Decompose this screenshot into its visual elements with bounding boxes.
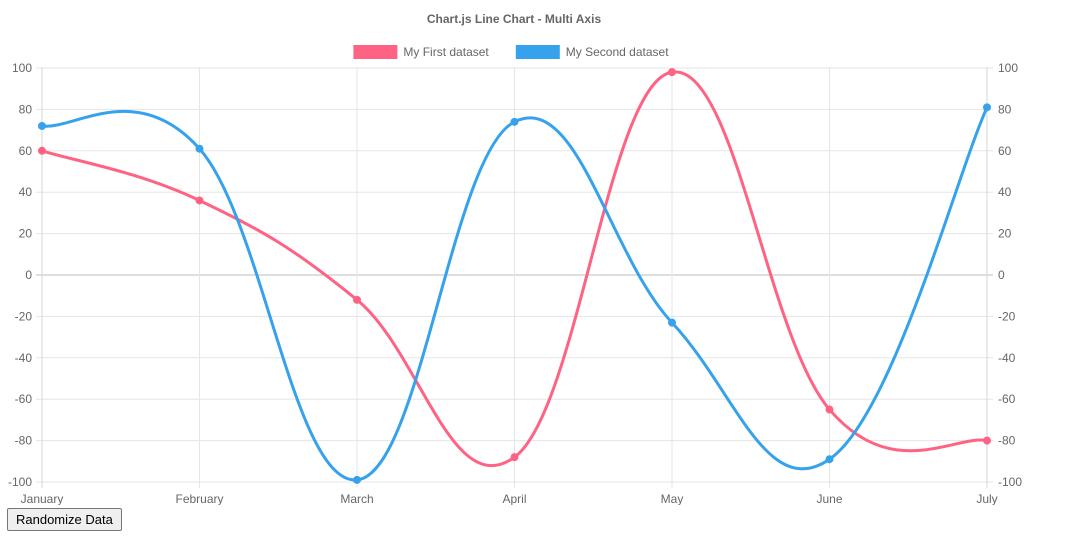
data-point[interactable] [353,475,361,484]
legend-item[interactable]: My Second dataset [515,45,669,59]
legend-label: My Second dataset [566,45,669,59]
y-right-tick-label: 40 [998,185,1012,199]
data-point[interactable] [983,103,991,112]
y-left-tick-label: -20 [15,309,33,323]
y-left-tick-label: 100 [12,61,32,75]
line-chart: Chart.js Line Chart - Multi Axis My Firs… [8,12,1022,505]
legend-swatch [353,45,398,59]
legend-label: My First dataset [403,45,489,59]
data-point[interactable] [353,295,361,304]
legend-item[interactable]: My First dataset [353,45,489,59]
y-left-tick-label: -40 [15,351,33,365]
y-right-tick-label: -40 [998,351,1016,365]
data-point[interactable] [668,68,676,77]
y-left-tick-label: 20 [19,227,33,241]
x-tick-label: July [976,492,997,505]
y-left-tick-label: 40 [19,185,33,199]
y-right-tick-label: -80 [998,434,1016,448]
y-left-tick-label: -100 [8,475,32,489]
x-tick-label: April [502,492,526,505]
data-point[interactable] [825,455,834,464]
x-tick-label: June [816,492,842,505]
y-left-tick-label: -60 [15,392,33,406]
chart-title: Chart.js Line Chart - Multi Axis [427,12,602,26]
y-right-tick-label: 80 [998,102,1012,116]
data-point[interactable] [510,453,519,462]
data-point[interactable] [668,318,676,327]
x-tick-label: January [21,492,64,505]
data-point[interactable] [38,146,46,155]
y-left-tick-label: 60 [19,144,33,158]
randomize-data-button[interactable]: Randomize Data [7,508,122,531]
data-point[interactable] [38,121,46,130]
data-point[interactable] [825,405,834,414]
y-right-tick-label: 0 [998,268,1005,282]
y-left-tick-label: -80 [15,434,33,448]
series-2 [38,103,991,484]
y-right-tick-label: 60 [998,144,1012,158]
series-layer [38,68,991,484]
data-point[interactable] [983,436,991,445]
y-left-tick-label: 0 [25,268,32,282]
chart-legend: My First dataset My Second dataset [353,45,669,59]
x-axis: January February March April May June July [21,492,998,505]
y-left-tick-label: 80 [19,102,33,116]
y-right-tick-label: -20 [998,309,1016,323]
data-point[interactable] [195,144,204,153]
x-tick-label: March [340,492,373,505]
legend-swatch [515,45,560,59]
y-axis-right: 100 80 60 40 20 0 -20 -40 -60 -80 -100 [998,61,1022,489]
x-tick-label: February [175,492,223,505]
data-point[interactable] [195,196,204,205]
chart-grid [36,67,993,488]
y-right-tick-label: 20 [998,227,1012,241]
y-right-tick-label: -60 [998,392,1016,406]
data-point[interactable] [510,117,519,126]
y-right-tick-label: -100 [998,475,1022,489]
x-tick-label: May [661,492,684,505]
y-axis-left: 100 80 60 40 20 0 -20 -40 -60 -80 -100 [8,61,32,489]
y-right-tick-label: 100 [998,61,1018,75]
